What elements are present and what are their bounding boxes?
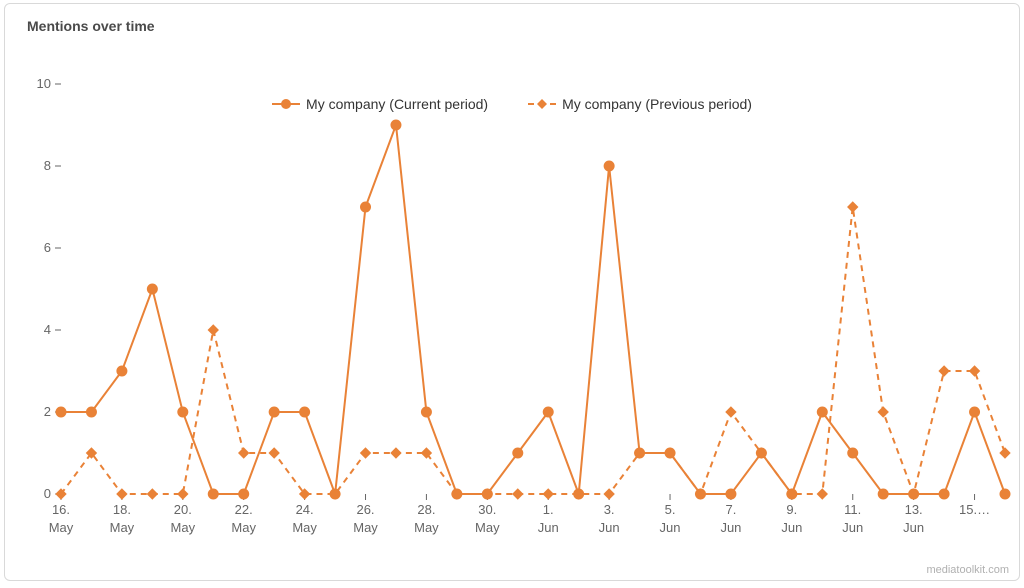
series-point [117,366,127,376]
y-tick-label: 4 [44,322,51,337]
series-point [300,407,310,417]
mentions-line-chart: 0 2 4 6 8 10 16.May 18.May 20.May 22.May 24.May 26.… [5,54,1021,562]
series-point [239,489,249,499]
series-point [939,489,949,499]
series-point [239,448,249,458]
series-point [970,366,980,376]
series-point [604,161,614,171]
x-tick-label: 11.Jun [842,502,863,535]
series-point [878,489,888,499]
x-tick-label: 16.May [49,502,74,535]
x-tick-label: 15.… [959,502,990,517]
x-tick-label: 5.Jun [660,502,681,535]
series-point [1000,448,1010,458]
y-tick-label: 8 [44,158,51,173]
series-point [391,120,401,130]
series-point [970,407,980,417]
series-point [147,489,157,499]
series-point [513,489,523,499]
series-point [269,448,279,458]
x-tick-label: 26.May [353,502,378,535]
series-point [178,489,188,499]
series-point [117,489,127,499]
series-point [421,407,431,417]
series-point [208,489,218,499]
series-point [939,366,949,376]
series-point [817,489,827,499]
series-line-1 [61,207,1005,494]
chart-title: Mentions over time [27,18,155,34]
x-tick-label: 30.May [475,502,500,535]
series-point [208,325,218,335]
x-tick-label: 18.May [110,502,135,535]
x-tick-label: 7.Jun [720,502,741,535]
series-point [878,407,888,417]
series-point [848,448,858,458]
series-point [86,407,96,417]
series-line-0 [61,125,1005,494]
series-point [56,407,66,417]
series-point [361,448,371,458]
x-tick-label: 9.Jun [781,502,802,535]
x-tick-label: 24.May [292,502,317,535]
chart-card: Mentions over time 0 2 4 6 8 10 16.May 18.May 20… [4,3,1020,581]
series-point [178,407,188,417]
series-point [361,202,371,212]
attribution-text: mediatoolkit.com [926,564,1009,576]
y-tick-label: 10 [37,76,51,91]
x-tick-label: 13.Jun [903,502,924,535]
series-point [147,284,157,294]
series-point [604,489,614,499]
series-point [269,407,279,417]
x-tick-label: 1.Jun [538,502,559,535]
y-tick-label: 0 [44,486,51,501]
x-tick-label: 28.May [414,502,439,535]
x-tick-label: 3.Jun [599,502,620,535]
series-point [543,489,553,499]
series-point [848,202,858,212]
series-point [543,407,553,417]
y-tick-label: 6 [44,240,51,255]
series-point [391,448,401,458]
series-point [726,407,736,417]
chart-wrap: 0 2 4 6 8 10 16.May 18.May 20.May 22.May 24.May 26.… [5,54,1019,570]
series-point [1000,489,1010,499]
y-tick-label: 2 [44,404,51,419]
series-point [513,448,523,458]
x-tick-label: 20.May [171,502,196,535]
x-tick-label: 22.May [231,502,256,535]
series-point [726,489,736,499]
series-point [817,407,827,417]
